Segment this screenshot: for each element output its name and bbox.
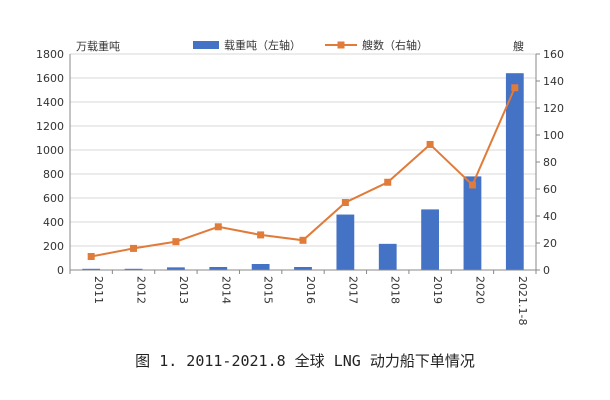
x-tick-label: 2020	[473, 276, 486, 304]
right-tick-label: 60	[543, 183, 557, 196]
chart: 0 200 400 600 800 1000 1200 1400 1600 1800 0 20 40 6…	[36, 38, 564, 325]
right-tick-label: 80	[543, 156, 557, 169]
x-tick-label: 2018	[389, 276, 402, 304]
right-axis-title: 艘	[513, 39, 524, 53]
bar	[463, 176, 482, 270]
x-tick-label: 2011	[92, 276, 105, 304]
line-point	[299, 236, 307, 244]
left-tick-label: 1400	[36, 96, 64, 109]
legend-label-line: 艘数（右轴）	[362, 38, 428, 52]
right-tick-label: 160	[543, 48, 564, 61]
right-tick-label: 100	[543, 129, 564, 142]
bar	[378, 243, 397, 270]
bar	[124, 268, 143, 270]
left-tick-label: 400	[43, 216, 64, 229]
bar	[209, 267, 228, 270]
figure-caption: 图 1. 2011-2021.8 全球 LNG 动力船下单情况	[135, 352, 475, 370]
x-tick-label: 2016	[304, 276, 317, 304]
line-point	[341, 199, 349, 206]
bar	[251, 264, 270, 270]
left-tick-label: 1200	[36, 120, 64, 133]
line-point	[426, 140, 434, 148]
right-axis: 0 20 40 60 80 100 120 140 160	[535, 48, 564, 277]
right-tick-label: 120	[543, 102, 564, 115]
line-point	[214, 223, 222, 231]
line-point	[468, 181, 476, 189]
left-axis: 0 200 400 600 800 1000 1200 1400 1600 1800	[36, 48, 71, 277]
line-point	[384, 178, 392, 186]
bar-series	[82, 73, 524, 270]
x-tick-label: 2021.1-8	[516, 276, 529, 325]
right-tick-label: 20	[543, 237, 557, 250]
bar	[82, 268, 101, 270]
x-tick-label: 2017	[346, 276, 359, 304]
line-point	[511, 84, 519, 92]
right-tick-label: 40	[543, 210, 557, 223]
x-tick-label: 2014	[219, 276, 232, 304]
legend-swatch-bar	[193, 41, 219, 49]
line-point	[87, 253, 95, 260]
left-tick-label: 0	[57, 264, 64, 277]
left-tick-label: 1600	[36, 72, 64, 85]
right-tick-label: 0	[543, 264, 550, 277]
x-axis: 2011 2012 2013 2014 2015 2016 2017 2018 2019 2020…	[69, 269, 537, 325]
left-tick-label: 800	[43, 168, 64, 181]
x-tick-label: 2019	[431, 276, 444, 304]
legend: 载重吨（左轴） 艘数（右轴）	[193, 38, 428, 52]
x-tick-label: 2012	[135, 276, 148, 304]
bar	[505, 73, 524, 270]
line-point	[130, 244, 138, 252]
left-tick-label: 200	[43, 240, 64, 253]
right-tick-label: 140	[543, 75, 564, 88]
x-tick-label: 2013	[177, 276, 190, 304]
line-series	[87, 84, 519, 260]
bar	[421, 209, 439, 270]
left-tick-label: 1000	[36, 144, 64, 157]
gridlines	[70, 53, 536, 247]
left-tick-label: 1800	[36, 48, 64, 61]
legend-swatch-marker	[337, 41, 345, 49]
line-point	[257, 231, 265, 239]
line-point	[172, 238, 180, 246]
series-line	[90, 87, 516, 258]
left-axis-title: 万载重吨	[76, 39, 120, 53]
bar	[294, 267, 312, 270]
bar	[167, 267, 185, 270]
bar	[336, 214, 355, 270]
legend-label-bar: 载重吨（左轴）	[224, 38, 301, 52]
left-tick-label: 600	[43, 192, 64, 205]
x-tick-label: 2015	[262, 276, 275, 304]
